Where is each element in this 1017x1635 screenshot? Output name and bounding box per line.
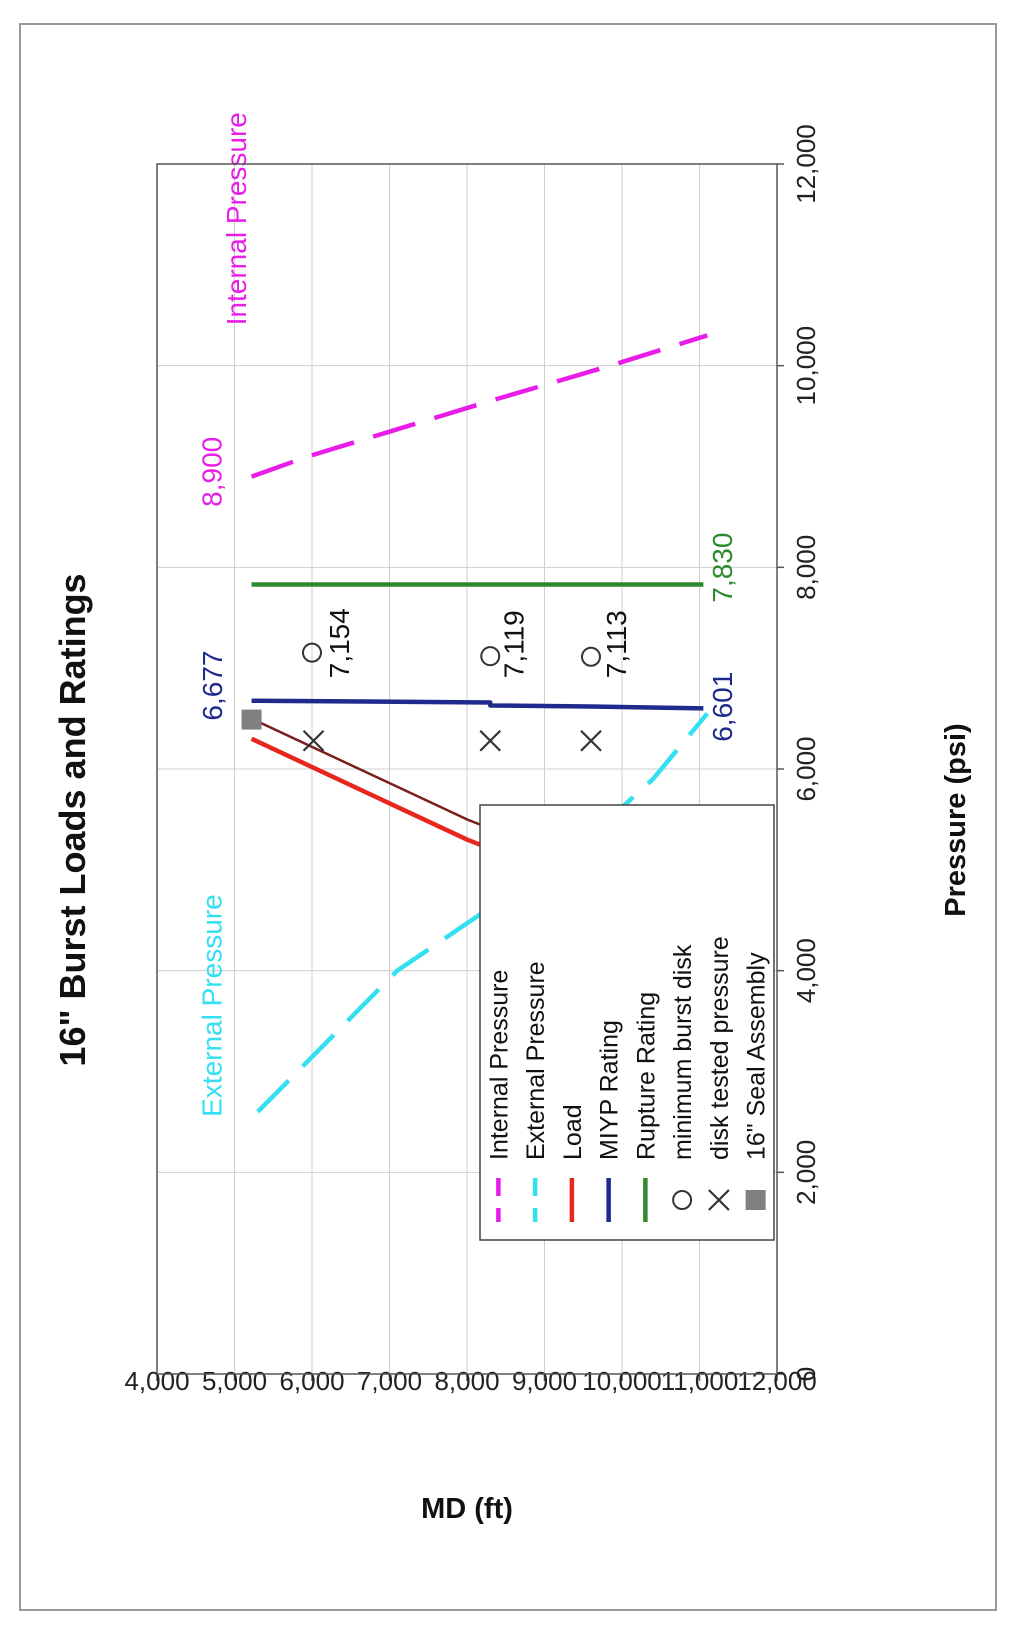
legend-label: MIYP Rating [596, 1020, 624, 1160]
series-internal-pressure [250, 333, 708, 479]
marker-circle [302, 642, 322, 663]
y-axis-title-group: MD (ft) [421, 1493, 513, 1525]
legend-label: External Pressure [522, 961, 550, 1160]
x-axis-title: Pressure (psi) [940, 723, 972, 916]
marker-x [302, 729, 325, 752]
marker-x [580, 729, 602, 752]
plot-area [156, 163, 778, 1375]
legend-label: Rupture Rating [632, 992, 660, 1160]
x-tick-label: 8,000 [791, 535, 821, 600]
x-stroke [302, 729, 325, 752]
legend-swatch [672, 1190, 693, 1210]
x-tick-label: 10,000 [791, 326, 821, 406]
y-tick-label: 10,000 [582, 1366, 662, 1396]
y-tick-group: 5,000 [202, 1366, 267, 1396]
marker-x [479, 729, 502, 752]
annotation-label: 8,900 [196, 437, 227, 507]
y-tick-label: 8,000 [434, 1366, 499, 1396]
y-tick-group: 11,000 [661, 1366, 739, 1396]
x-stroke [479, 729, 502, 752]
legend-label: Load [559, 1104, 587, 1160]
y-tick-label: 6,000 [279, 1366, 344, 1396]
chart-title: 16" Burst Loads and Ratings [52, 573, 93, 1066]
y-tick-label: 9,000 [512, 1366, 577, 1396]
series-miyp-rating [251, 698, 704, 711]
annotation-label: 6,677 [197, 651, 228, 721]
annotation-label: 7,113 [601, 610, 632, 678]
legend: Internal Pressure External Pressure Load MI… [479, 804, 775, 1241]
annotation-label: External Pressure [196, 894, 227, 1117]
chart-rotated-frame: 16" Burst Loads and Ratings Pressure (ps… [52, 112, 972, 1525]
annotation-label: 7,830 [707, 533, 738, 603]
y-tick-group: 10,000 [582, 1366, 662, 1396]
y-tick-label: 5,000 [202, 1366, 267, 1396]
marker-circle [581, 646, 601, 667]
y-tick-label: 7,000 [357, 1366, 422, 1396]
y-tick-group: 9,000 [512, 1366, 577, 1396]
annotation-label: 7,154 [324, 608, 355, 678]
x-tick-label: 0 [791, 1367, 821, 1381]
legend-box [479, 804, 775, 1241]
x-stroke [580, 729, 602, 752]
y-ticks: 4,000 5,000 6,000 7,000 8,000 9,000 10,00011,0… [124, 1366, 816, 1396]
legend-label: Internal Pressure [485, 970, 513, 1160]
annotation-label: 6,601 [707, 672, 738, 742]
legend-label: 16" Seal Assembly [743, 952, 771, 1160]
x-ticks: 0 2,000 4,000 6,000 8,000 10,000 12,000 [777, 124, 821, 1381]
legend-swatch [708, 1189, 730, 1211]
x-tick-label: 2,000 [791, 1140, 821, 1205]
x-tick-label: 6,000 [791, 736, 821, 801]
annotation-label: Internal Pressure [221, 112, 252, 325]
legend-label: minimum burst disk [669, 944, 697, 1160]
x-tick-label: 12,000 [791, 124, 821, 204]
y-tick-group: 8,000 [434, 1366, 499, 1396]
x-stroke [708, 1189, 730, 1211]
marker-square [241, 709, 262, 730]
y-tick-group: 6,000 [279, 1366, 344, 1396]
markers [241, 642, 602, 752]
y-axis-title: MD (ft) [421, 1493, 513, 1525]
annotation-label: 7,119 [499, 610, 530, 678]
annotations: Internal Pressure 8,900 External Pressure 6… [196, 112, 738, 1117]
y-tick-group: 7,000 [357, 1366, 422, 1396]
marker-circle [480, 646, 501, 667]
legend-label: disk tested pressure [706, 936, 734, 1160]
x-tick-label: 4,000 [791, 938, 821, 1003]
y-tick-label: 11,000 [661, 1366, 739, 1396]
legend-swatch [745, 1190, 766, 1210]
